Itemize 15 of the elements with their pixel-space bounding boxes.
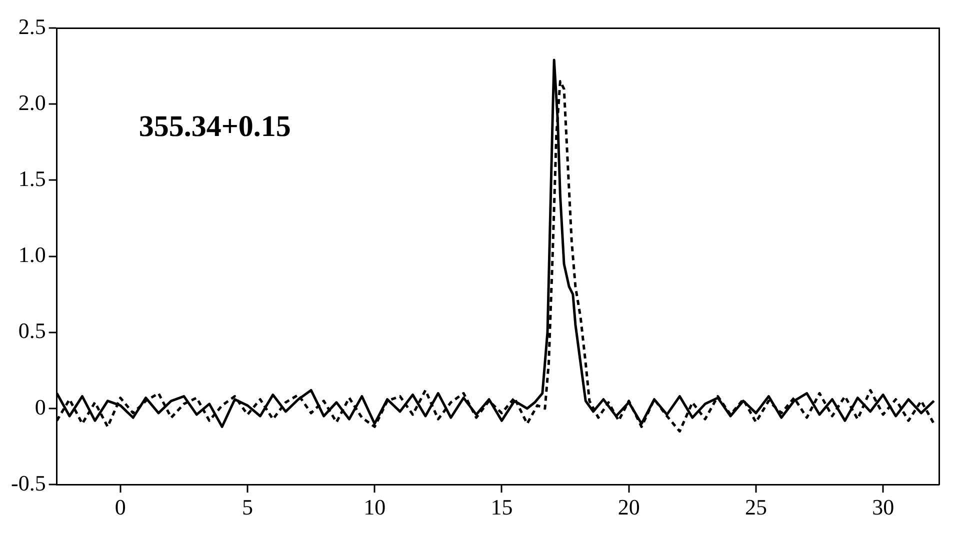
x-tick-label: 20 [618,494,640,520]
x-tick-label: 15 [490,494,513,520]
y-tick-label: 2.0 [18,90,46,115]
y-tick-label: 1.0 [18,242,46,268]
x-tick-label: 25 [744,494,767,520]
y-tick-label: 1.5 [18,166,46,191]
annotation: 355.34+0.15 [138,110,291,143]
x-tick-label: 5 [242,494,253,520]
y-tick-label: 2.5 [18,14,46,39]
x-tick-label: 0 [114,494,126,520]
y-tick-label: 0 [34,394,46,420]
y-tick-label: -0.5 [11,470,46,496]
x-tick-label: 10 [364,494,386,520]
x-tick-label: 30 [872,494,894,520]
y-tick-label: 0.5 [18,318,46,344]
